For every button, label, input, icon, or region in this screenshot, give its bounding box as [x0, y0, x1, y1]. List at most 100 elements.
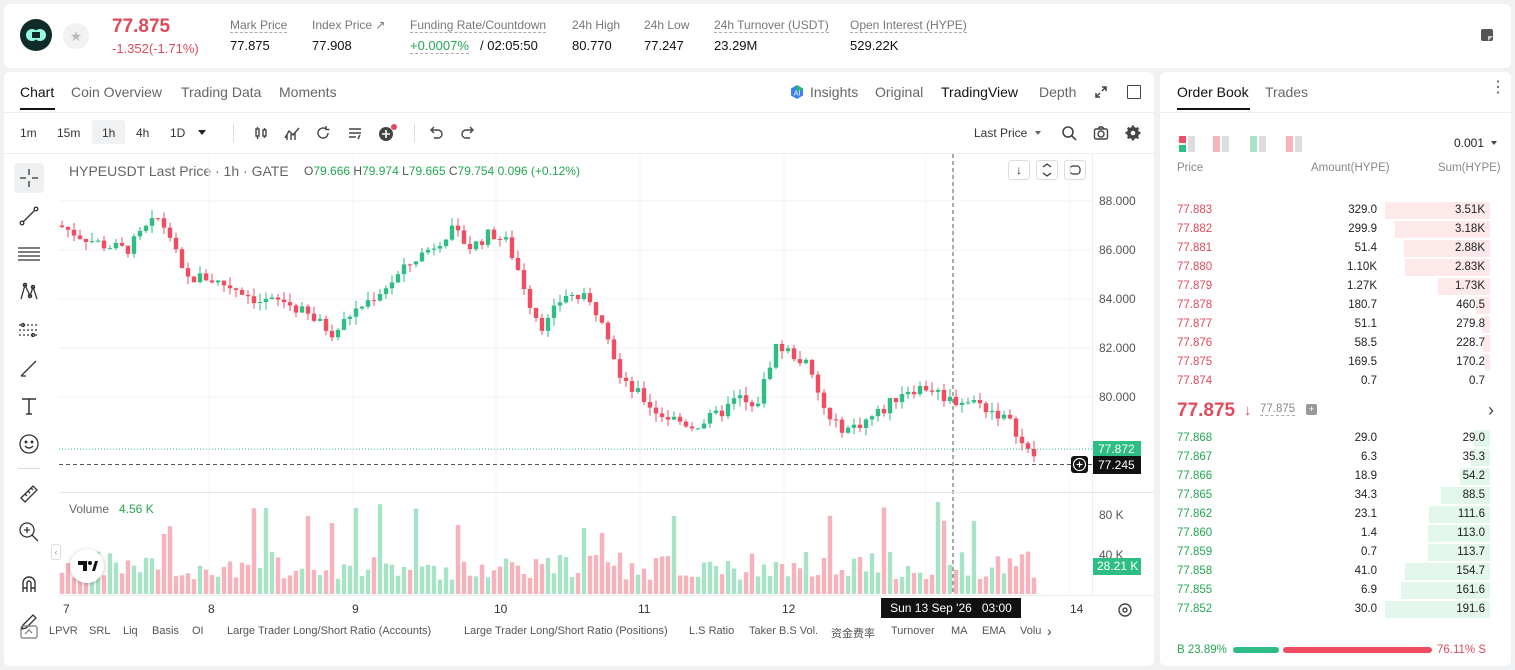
- tab-chart[interactable]: Chart: [20, 84, 55, 100]
- zoom-in-tool-icon[interactable]: [14, 517, 44, 547]
- tab-trading-data[interactable]: Trading Data: [181, 84, 262, 100]
- bid-row[interactable]: 77.859 0.7 113.7: [1160, 543, 1500, 562]
- candles-icon[interactable]: [253, 125, 269, 146]
- add-indicator-icon[interactable]: [378, 124, 398, 147]
- trend-line-tool-icon[interactable]: [14, 201, 44, 231]
- ask-row[interactable]: 77.881 51.4 2.88K: [1160, 239, 1500, 258]
- funding-rate-label[interactable]: Funding Rate/Countdown: [410, 18, 547, 33]
- price-source-select[interactable]: Last Price: [974, 126, 1028, 140]
- tab-coin-overview[interactable]: Coin Overview: [71, 84, 163, 100]
- bid-row[interactable]: 77.852 30.0 191.6: [1160, 600, 1500, 619]
- indicator-ema[interactable]: EMA: [982, 625, 1006, 637]
- maximize-pane-icon[interactable]: [1036, 160, 1058, 180]
- ask-row[interactable]: 77.883 329.0 3.51K: [1160, 201, 1500, 220]
- replay-icon[interactable]: [315, 125, 331, 146]
- price-source-caret-icon[interactable]: [1035, 131, 1041, 135]
- ask-row[interactable]: 77.880 1.10K 2.83K: [1160, 258, 1500, 277]
- open-interest-label[interactable]: Open Interest (HYPE): [850, 18, 967, 33]
- forecast-tool-icon[interactable]: [14, 315, 44, 345]
- price-chart[interactable]: [59, 154, 1094, 594]
- indicator-lpvr[interactable]: LPVR: [49, 625, 78, 637]
- indicator-srl[interactable]: SRL: [89, 625, 111, 637]
- indicator-ma[interactable]: MA: [951, 625, 968, 637]
- fib-tool-icon[interactable]: [14, 239, 44, 269]
- indicator-volume[interactable]: Volu: [1020, 625, 1042, 637]
- text-tool-icon[interactable]: [14, 391, 44, 421]
- tools-collapse-icon[interactable]: ‹: [51, 544, 61, 560]
- tf-1d[interactable]: 1D: [170, 126, 186, 140]
- search-icon[interactable]: [1061, 125, 1077, 146]
- indicator-basis[interactable]: Basis: [152, 625, 179, 637]
- view-depth[interactable]: Depth: [1039, 84, 1077, 100]
- view-original[interactable]: Original: [875, 84, 924, 100]
- ruler-tool-icon[interactable]: [14, 479, 44, 509]
- bid-row[interactable]: 77.862 23.1 111.6: [1160, 505, 1500, 524]
- indicators-next-icon[interactable]: ›: [1047, 623, 1052, 639]
- cursor-plus-icon[interactable]: [1071, 456, 1088, 473]
- settings-gear-icon[interactable]: [1125, 125, 1141, 146]
- pattern-tool-icon[interactable]: [14, 277, 44, 307]
- indicator-edit-icon[interactable]: [20, 624, 38, 645]
- emoji-tool-icon[interactable]: [14, 429, 44, 459]
- turnover-label[interactable]: 24h Turnover (USDT): [714, 18, 829, 33]
- tf-15m[interactable]: 15m: [57, 126, 81, 140]
- templates-icon[interactable]: [347, 125, 363, 146]
- ask-row[interactable]: 77.882 299.9 3.18K: [1160, 220, 1500, 239]
- precision-select[interactable]: 0.001: [1454, 136, 1485, 150]
- tf-1m[interactable]: 1m: [20, 126, 37, 140]
- bid-row[interactable]: 77.855 6.9 161.6: [1160, 581, 1500, 600]
- indicator-turnover[interactable]: Turnover: [891, 625, 935, 637]
- ask-row[interactable]: 77.878 180.7 460.5: [1160, 296, 1500, 315]
- undo-icon[interactable]: [428, 125, 444, 146]
- tf-1h[interactable]: 1h: [102, 126, 116, 140]
- indicator-taker-vol[interactable]: Taker B.S Vol.: [749, 625, 819, 637]
- chart-settings-icon[interactable]: [1117, 602, 1133, 623]
- magnet-tool-icon[interactable]: [14, 569, 44, 599]
- indicator-funding-rate[interactable]: 资金费率: [831, 628, 875, 640]
- view-insights[interactable]: Insights: [810, 84, 859, 100]
- tf-4h[interactable]: 4h: [136, 126, 150, 140]
- ask-row[interactable]: 77.879 1.27K 1.73K: [1160, 277, 1500, 296]
- ask-row[interactable]: 77.875 169.5 170.2: [1160, 353, 1500, 372]
- tab-trades[interactable]: Trades: [1265, 84, 1309, 100]
- precision-caret-icon[interactable]: [1491, 141, 1497, 145]
- mid-mark-price[interactable]: 77.875: [1260, 403, 1296, 416]
- view-asks-alt-icon[interactable]: [1286, 136, 1302, 157]
- open-interest-value: 529.22K: [850, 38, 899, 53]
- bid-row[interactable]: 77.866 18.9 54.2: [1160, 467, 1500, 486]
- tf-dropdown-icon[interactable]: [198, 130, 206, 135]
- indicator-lt-accounts[interactable]: Large Trader Long/Short Ratio (Accounts): [227, 625, 432, 637]
- indicator-liq[interactable]: Liq: [123, 625, 138, 637]
- brush-tool-icon[interactable]: [14, 353, 44, 383]
- ask-row[interactable]: 77.876 58.5 228.7: [1160, 334, 1500, 353]
- view-tradingview[interactable]: TradingView: [941, 84, 1019, 100]
- more-options-icon[interactable]: ⋮: [1490, 79, 1506, 96]
- tab-moments[interactable]: Moments: [279, 84, 337, 100]
- camera-icon[interactable]: [1093, 125, 1109, 146]
- view-asks-icon[interactable]: [1213, 136, 1229, 157]
- bid-row[interactable]: 77.868 29.0 29.0: [1160, 429, 1500, 448]
- crosshair-tool-icon[interactable]: [14, 163, 44, 193]
- indicators-icon[interactable]: [284, 125, 300, 146]
- bid-row[interactable]: 77.867 6.3 35.3: [1160, 448, 1500, 467]
- favorite-star-icon[interactable]: ★: [63, 23, 89, 49]
- indicator-lt-positions[interactable]: Large Trader Long/Short Ratio (Positions…: [464, 625, 668, 637]
- ask-row[interactable]: 77.877 51.1 279.8: [1160, 315, 1500, 334]
- ask-row[interactable]: 77.874 0.7 0.7: [1160, 372, 1500, 391]
- tab-order-book[interactable]: Order Book: [1177, 84, 1249, 100]
- index-price-label[interactable]: Index Price ↗: [312, 18, 386, 32]
- expand-icon[interactable]: [1094, 85, 1108, 99]
- window-icon[interactable]: [1127, 85, 1141, 99]
- notes-icon[interactable]: [1479, 27, 1495, 43]
- indicator-ls-ratio[interactable]: L.S Ratio: [689, 625, 735, 637]
- bid-row[interactable]: 77.865 34.3 88.5: [1160, 486, 1500, 505]
- more-trades-chevron-icon[interactable]: ›: [1488, 400, 1494, 420]
- mark-price-label[interactable]: Mark Price: [230, 18, 288, 33]
- view-both-icon[interactable]: [1179, 136, 1195, 157]
- bid-row[interactable]: 77.860 1.4 113.0: [1160, 524, 1500, 543]
- collapse-pane-icon[interactable]: ↓: [1008, 160, 1030, 180]
- view-bids-icon[interactable]: [1250, 136, 1266, 157]
- redo-icon[interactable]: [460, 125, 476, 146]
- indicator-oi[interactable]: OI: [192, 625, 204, 637]
- bid-row[interactable]: 77.858 41.0 154.7: [1160, 562, 1500, 581]
